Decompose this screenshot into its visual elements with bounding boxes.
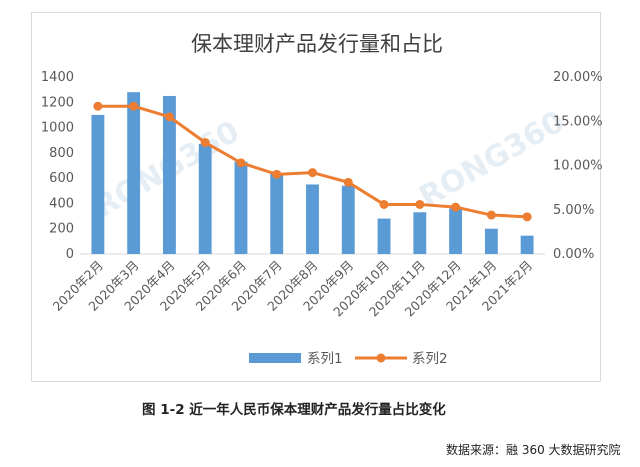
y-tick-label: 1000 bbox=[41, 121, 74, 136]
chart-svg: RONG360 RONG360 保本理财产品发行量和占比 02004006008… bbox=[41, 32, 602, 367]
bar bbox=[127, 92, 141, 255]
watermark-right: RONG360 bbox=[414, 104, 571, 215]
y2-tick-label: 15.00% bbox=[553, 114, 602, 129]
chart-frame: RONG360 RONG360 保本理财产品发行量和占比 02004006008… bbox=[31, 12, 602, 382]
legend: 系列1 系列2 bbox=[249, 351, 448, 367]
bar bbox=[91, 114, 105, 254]
legend-swatch-marker bbox=[376, 353, 386, 363]
plot-area: 0 200 400 600 800 1000 1200 1400 0.00% 5.00% 10.00… bbox=[41, 70, 602, 320]
bar bbox=[520, 235, 534, 254]
y2-tick-label: 20.00% bbox=[553, 70, 602, 85]
y-tick-label: 200 bbox=[49, 222, 74, 237]
line-point bbox=[272, 169, 282, 179]
line-point bbox=[164, 112, 174, 122]
y2-tick-label: 5.00% bbox=[553, 203, 594, 218]
y-tick-label: 600 bbox=[49, 171, 74, 186]
line-point bbox=[522, 212, 532, 222]
bar bbox=[162, 95, 176, 254]
line-point bbox=[343, 177, 353, 187]
bar bbox=[484, 228, 498, 254]
line-point bbox=[200, 137, 210, 147]
line-point bbox=[379, 199, 389, 209]
y-tick-label: 400 bbox=[49, 196, 74, 211]
line-point bbox=[415, 199, 425, 209]
y-tick-label: 0 bbox=[66, 247, 74, 262]
bar bbox=[270, 173, 284, 254]
legend-label-line: 系列2 bbox=[412, 351, 448, 367]
y-tick-label: 800 bbox=[49, 146, 74, 161]
figure-caption: 图 1-2 近一年人民币保本理财产品发行量占比变化 bbox=[142, 402, 446, 418]
chart-title: 保本理财产品发行量和占比 bbox=[191, 32, 443, 56]
bar bbox=[413, 212, 427, 254]
line-point bbox=[236, 158, 246, 168]
bar bbox=[306, 184, 319, 254]
data-source: 数据来源：融 360 大数据研究院 bbox=[446, 443, 621, 457]
legend-label-bar: 系列1 bbox=[307, 351, 343, 367]
legend-swatch-bar bbox=[249, 353, 301, 363]
bar bbox=[198, 144, 212, 254]
bar bbox=[377, 218, 391, 254]
bar bbox=[234, 161, 248, 254]
line-point bbox=[451, 202, 461, 212]
line-point bbox=[486, 210, 496, 220]
y2-tick-label: 0.00% bbox=[553, 247, 594, 262]
line-point bbox=[308, 168, 317, 178]
bar bbox=[449, 208, 463, 254]
line-point bbox=[93, 101, 103, 111]
y-tick-label: 1400 bbox=[41, 70, 74, 85]
line-point bbox=[129, 101, 139, 111]
bar bbox=[341, 185, 355, 254]
y-tick-label: 1200 bbox=[41, 95, 74, 110]
y2-tick-label: 10.00% bbox=[553, 159, 602, 174]
